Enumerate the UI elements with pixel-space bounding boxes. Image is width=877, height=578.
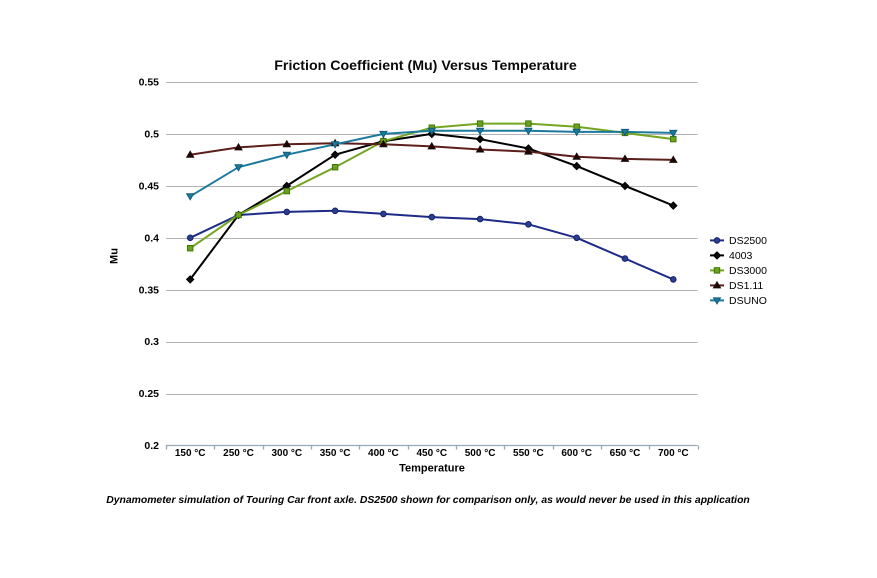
svg-text:0.55: 0.55 [139,77,160,89]
svg-text:DS3000: DS3000 [729,265,767,277]
svg-text:4003: 4003 [729,250,753,262]
svg-text:0.4: 0.4 [144,232,159,244]
svg-text:500 °C: 500 °C [465,448,496,459]
svg-text:250 °C: 250 °C [223,448,254,459]
svg-text:Mu: Mu [109,248,121,264]
svg-text:DS2500: DS2500 [729,235,767,247]
svg-text:150 °C: 150 °C [175,448,206,459]
svg-text:600 °C: 600 °C [561,448,592,459]
svg-text:DS1.11: DS1.11 [729,280,763,292]
svg-text:0.5: 0.5 [144,128,159,140]
svg-text:650 °C: 650 °C [610,448,641,459]
svg-text:300 °C: 300 °C [271,448,302,459]
svg-text:550 °C: 550 °C [513,448,544,459]
svg-text:0.45: 0.45 [139,180,160,192]
svg-text:700 °C: 700 °C [658,448,689,459]
svg-text:0.3: 0.3 [144,336,159,348]
svg-text:450 °C: 450 °C [416,448,447,459]
svg-text:Dynamometer simulation of Tour: Dynamometer simulation of Touring Car fr… [106,495,750,506]
svg-text:400 °C: 400 °C [368,448,399,459]
svg-text:0.2: 0.2 [144,440,159,452]
svg-text:0.35: 0.35 [139,284,160,296]
svg-text:350 °C: 350 °C [320,448,351,459]
svg-text:DSUNO: DSUNO [729,295,767,307]
svg-text:Temperature: Temperature [399,463,465,475]
svg-text:Friction Coefficient (Mu) Vers: Friction Coefficient (Mu) Versus Tempera… [274,58,577,74]
svg-text:0.25: 0.25 [139,388,160,400]
